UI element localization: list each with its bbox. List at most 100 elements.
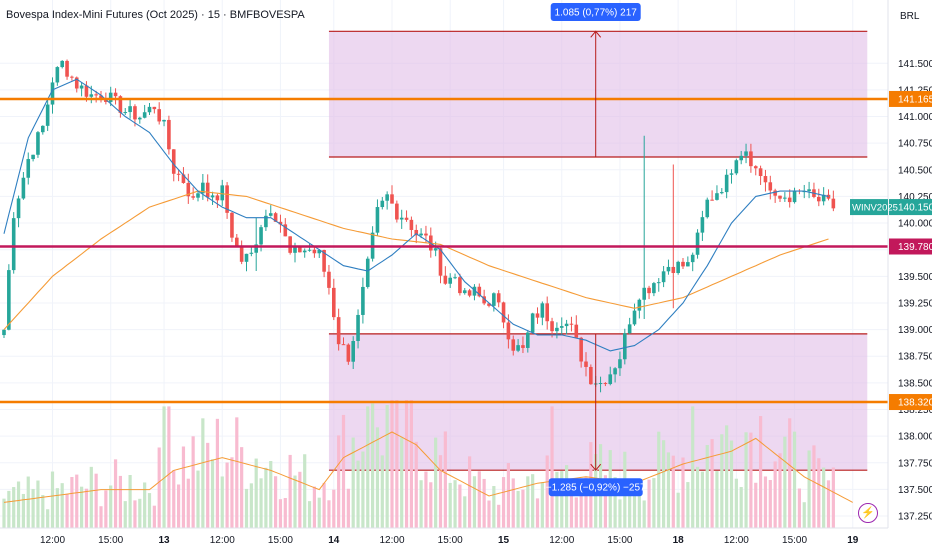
volume-bar: [569, 478, 574, 528]
volume-bar: [341, 414, 346, 528]
candle-body: [327, 271, 331, 288]
candle-body: [506, 322, 511, 340]
volume-bar: [409, 400, 413, 528]
measure-up-label: 1.085 (0,77%) 217: [555, 8, 638, 19]
volume-bar: [361, 451, 365, 528]
candle-body: [831, 198, 836, 209]
volume-bar: [177, 484, 181, 528]
volume-bar: [172, 470, 176, 528]
volume-bar: [419, 480, 423, 528]
candle-body: [365, 258, 370, 287]
candle-body: [637, 299, 642, 311]
lightning-icon[interactable]: ⚡: [858, 503, 878, 523]
volume-bar: [734, 478, 738, 528]
y-tick-label: 137.500: [898, 485, 932, 496]
candle-body: [31, 154, 35, 160]
candle-body: [773, 190, 777, 196]
candle-body: [535, 313, 540, 318]
candle-body: [244, 253, 249, 262]
volume-bar: [438, 455, 443, 528]
measure-down-arrowhead: [590, 463, 602, 471]
measure-up-arrowhead: [590, 30, 602, 38]
volume-bar: [240, 447, 244, 528]
candle-body: [778, 195, 782, 199]
candle-body: [133, 106, 137, 120]
volume-bar: [739, 487, 743, 528]
volume-bar: [817, 458, 821, 528]
x-tick-label: 18: [673, 535, 685, 546]
x-tick-label: 15:00: [268, 535, 293, 546]
candle-body: [501, 302, 506, 323]
volume-bar: [395, 400, 399, 528]
volume-bar: [632, 491, 637, 528]
volume-bar: [230, 457, 234, 528]
y-tick-label: 141.500: [898, 59, 932, 70]
candle-body: [783, 197, 787, 199]
candle-body: [462, 290, 467, 294]
candle-body: [138, 117, 142, 120]
candle-body: [409, 219, 414, 230]
candle-body: [661, 271, 666, 283]
volume-bar: [259, 478, 263, 528]
candle-body: [647, 287, 651, 294]
candle-body: [60, 60, 64, 68]
candle-body: [511, 339, 516, 351]
volume-bar: [196, 470, 200, 528]
candle-body: [220, 185, 225, 201]
candle-body: [467, 290, 472, 296]
candle-body: [7, 270, 11, 330]
volume-bar: [579, 493, 583, 528]
candle-body: [70, 76, 74, 78]
candle-body: [390, 194, 394, 204]
volume-bar: [754, 482, 758, 528]
volume-bar: [283, 497, 287, 528]
candle-body: [55, 67, 60, 83]
candle-body: [225, 185, 229, 213]
y-tick-label: 139.500: [898, 272, 932, 283]
candle-body: [167, 119, 171, 150]
volume-bar: [749, 432, 753, 528]
candle-body: [559, 326, 564, 328]
candle-body: [710, 199, 714, 201]
candle-body: [443, 275, 448, 284]
candle-body: [603, 383, 608, 385]
candle-body: [259, 227, 263, 245]
x-tick-label: 12:00: [549, 535, 574, 546]
x-tick-label: 15:00: [98, 535, 123, 546]
candle-body: [74, 77, 79, 89]
x-tick-label: 12:00: [724, 535, 749, 546]
candle-body: [792, 190, 797, 203]
candle-body: [205, 182, 210, 198]
volume-bar: [807, 450, 811, 528]
chart-title: Bovespa Index-Mini Futures (Oct 2025) · …: [6, 9, 305, 21]
candle-body: [94, 94, 98, 96]
candle-body: [128, 106, 132, 113]
volume-bar: [138, 498, 142, 528]
volume-bar: [744, 432, 748, 528]
volume-bar: [472, 476, 477, 528]
symbol-label: WINV2025: [852, 203, 898, 214]
volume-bar: [104, 490, 108, 528]
volume-bar: [109, 485, 113, 528]
candle-body: [288, 236, 292, 253]
volume-bar: [123, 501, 127, 528]
candle-body: [21, 177, 26, 199]
volume-bar: [637, 489, 641, 528]
volume-bar: [181, 446, 186, 528]
y-tick-label: 137.250: [898, 512, 932, 523]
candle-body: [210, 195, 215, 198]
candle-body: [419, 233, 423, 236]
volume-bar: [458, 484, 462, 528]
volume-bar: [463, 496, 467, 528]
volume-bar: [778, 453, 782, 528]
x-tick-label: 12:00: [40, 535, 65, 546]
crimson-level-tag: [889, 238, 932, 255]
last-price-tag: [889, 199, 932, 216]
volume-bar: [715, 471, 719, 528]
volume-bar: [157, 447, 161, 528]
candle-body: [142, 112, 147, 118]
candle-body: [807, 189, 811, 192]
time-axis: 12:00 15:00 13 12:00 15:00 14 12:00 15:00 15 12:0…: [0, 527, 932, 550]
candle-body: [686, 262, 690, 267]
